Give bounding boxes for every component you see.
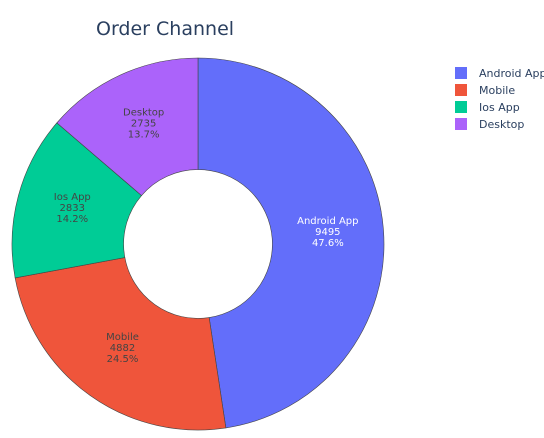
slice-android-app[interactable] [197,57,385,429]
slice-label-android-app: Android App 9495 47.6% [297,216,358,249]
slice-label-desktop: Desktop 2735 13.7% [123,108,164,141]
legend-item-android-app[interactable]: Android App [455,67,544,80]
legend-swatch-ios-app [455,101,467,113]
legend: Android App Mobile Ios App Desktop [455,67,544,131]
legend-label-desktop: Desktop [479,118,524,131]
legend-swatch-android-app [455,67,467,79]
legend-item-ios-app[interactable]: Ios App [455,101,520,114]
slice-mobile[interactable] [14,257,227,431]
slice-label-mobile: Mobile 4882 24.5% [106,332,139,365]
chart-title: Order Channel [96,18,234,40]
slice-labels-layer: Android App 9495 47.6% Mobile 4882 24.5% Ios A… [54,108,359,365]
legend-swatch-mobile [455,84,467,96]
legend-label-ios-app: Ios App [479,101,520,114]
slice-ios-app[interactable] [11,122,142,279]
legend-swatch-desktop [455,118,467,130]
legend-item-mobile[interactable]: Mobile [455,84,515,97]
slices-layer [11,57,385,431]
legend-item-desktop[interactable]: Desktop [455,118,524,131]
slice-desktop[interactable] [56,57,199,196]
legend-label-android-app: Android App [479,67,544,80]
legend-label-mobile: Mobile [479,84,515,97]
slice-label-ios-app: Ios App 2833 14.2% [54,192,91,225]
